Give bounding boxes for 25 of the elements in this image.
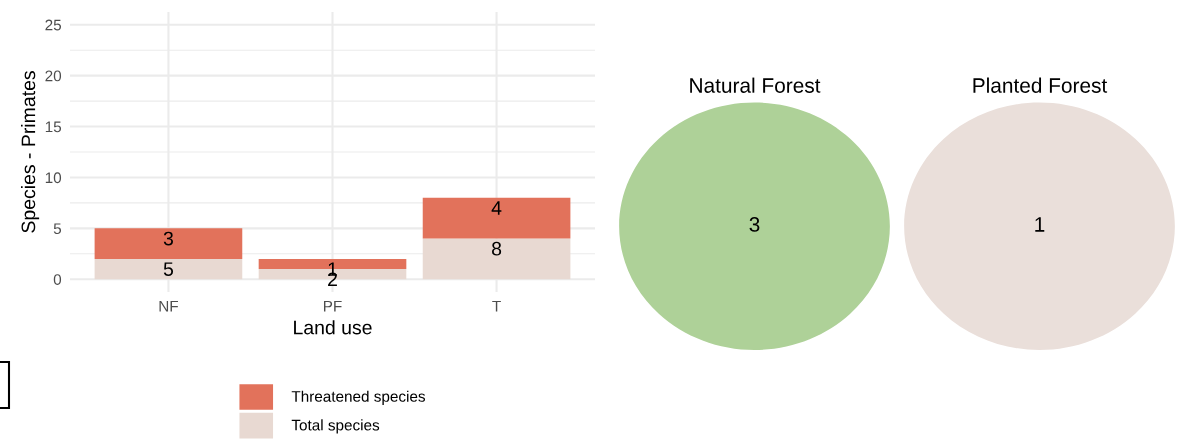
x-tick-label: PF [323, 300, 342, 312]
y-tick-label: 5 [53, 223, 62, 235]
bar [422, 197, 571, 239]
category-label: Natural Forest [690, 77, 821, 93]
y-tick-label: 20 [45, 70, 62, 82]
bar [422, 238, 571, 280]
y-tick-label: 0 [53, 274, 62, 285]
legend-label: Threatened species [291, 390, 426, 405]
y-tick-label: 15 [45, 121, 62, 133]
x-tick-label: NF [159, 300, 179, 312]
legend-label: Total species [291, 419, 380, 434]
x-tick-label: T [492, 300, 501, 312]
annotation: 5 [163, 262, 174, 276]
y-tick-label: 10 [45, 172, 62, 184]
bar [94, 258, 243, 280]
y-tick-label: 25 [45, 19, 62, 31]
x-axis-title: Land use [294, 320, 372, 335]
data-label: 3 [749, 217, 760, 232]
annotation: 3 [163, 231, 173, 246]
annotation: 4 [491, 201, 502, 215]
category-label: Planted Forest [973, 77, 1108, 93]
bar [94, 228, 243, 259]
y-axis-title: Species - Primates [20, 71, 40, 233]
data-label: 1 [1035, 217, 1045, 232]
annotation: 8 [492, 241, 502, 256]
